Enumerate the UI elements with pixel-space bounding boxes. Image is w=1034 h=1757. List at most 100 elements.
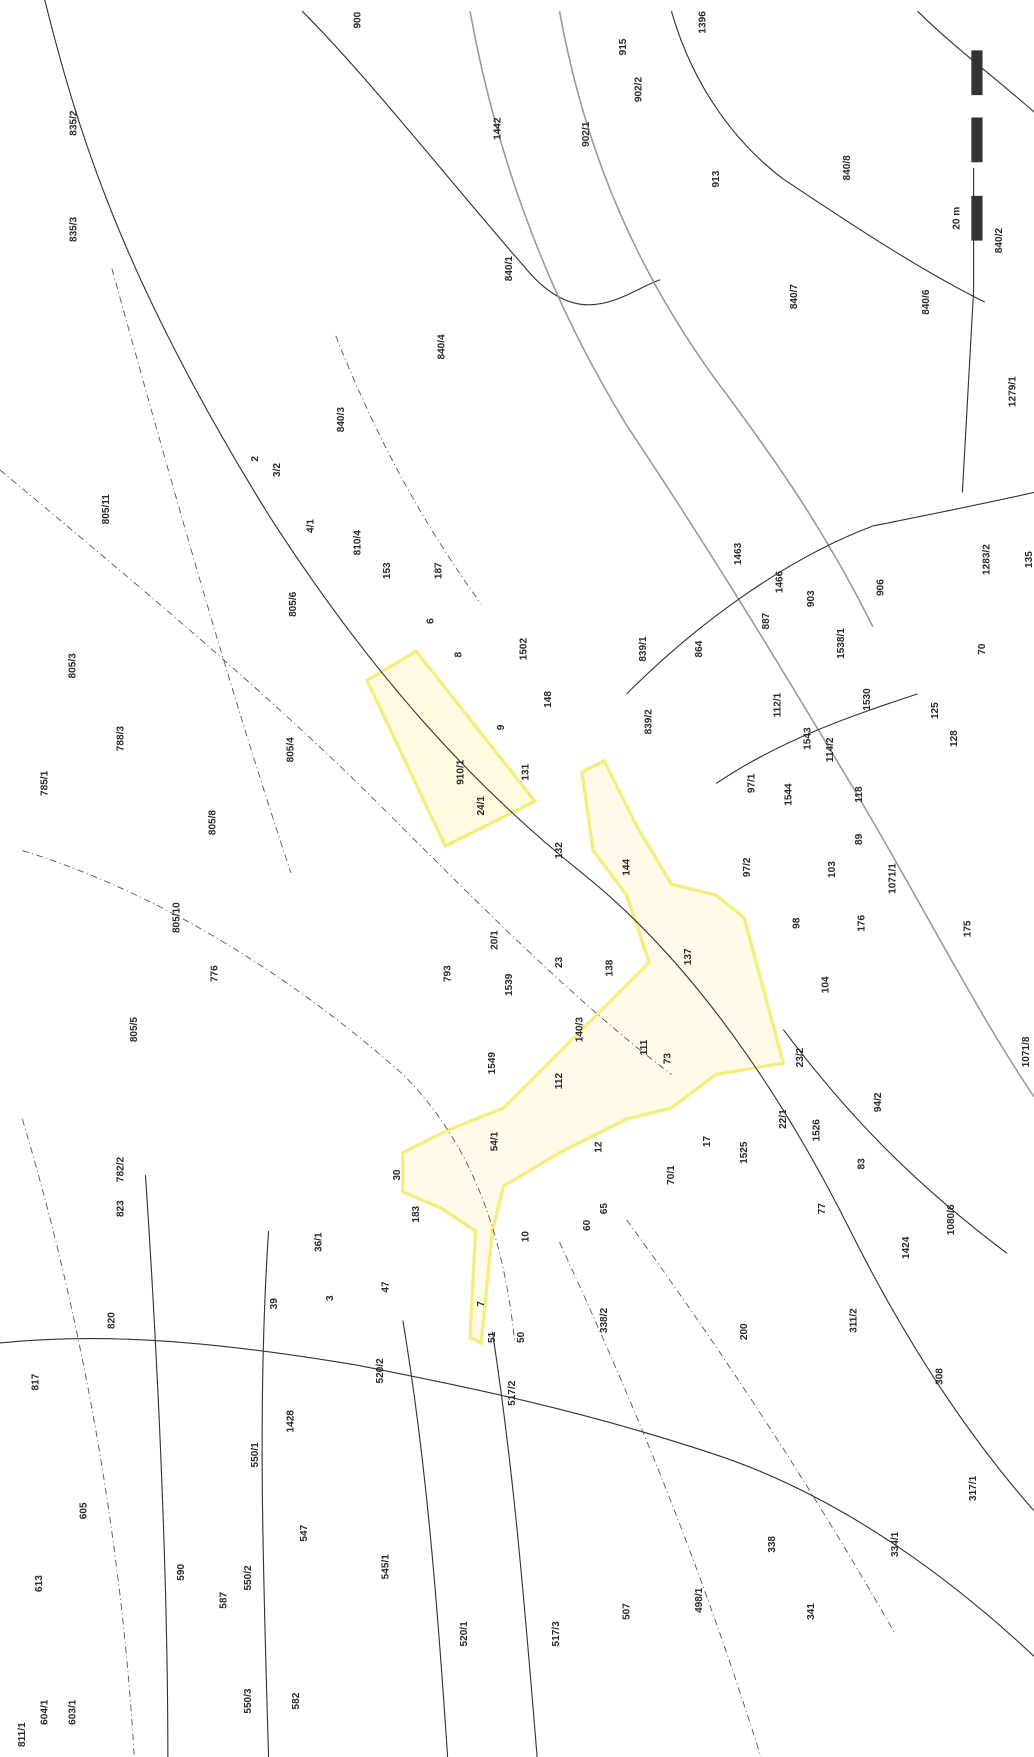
parcel-number: 3: [325, 1295, 336, 1301]
parcel-number: 788/3: [116, 726, 127, 752]
parcel-number: 605: [79, 1502, 90, 1519]
parcel-number: 308: [935, 1368, 946, 1385]
parcel-number: 65: [599, 1203, 610, 1215]
highlight-road: [401, 758, 786, 1346]
parcel-number: 1526: [812, 1119, 823, 1142]
boundary-line: [261, 1230, 270, 1757]
parcel-number: 144: [621, 859, 632, 876]
parcel-number: 1543: [803, 727, 814, 750]
parcel-number: 22/1: [778, 1109, 789, 1129]
parcel-number: 906: [875, 579, 886, 596]
dashed-line: [22, 850, 516, 1343]
parcel-number: 70/1: [666, 1165, 677, 1185]
boundary-line: [670, 11, 986, 303]
boundary-line: [782, 1029, 1008, 1254]
parcel-number: 805/4: [286, 737, 297, 763]
parcel-number: 1463: [733, 542, 744, 565]
parcel-number: 902/2: [634, 77, 645, 103]
parcel-number: 317/1: [968, 1475, 979, 1501]
parcel-number: 550/1: [250, 1442, 261, 1468]
parcel-number: 1428: [286, 1410, 297, 1433]
dashed-line: [111, 268, 292, 874]
parcel-number: 1442: [493, 117, 504, 140]
parcel-number: 839/1: [638, 636, 649, 662]
parcel-number: 603/1: [67, 1699, 78, 1725]
parcel-number: 97/2: [742, 857, 753, 877]
parcel-number: 2: [250, 456, 261, 462]
parcel-number: 811/1: [17, 1722, 28, 1747]
parcel-number: 175: [963, 920, 974, 937]
parcel-number: 114/2: [825, 737, 836, 762]
parcel-number: 900: [353, 11, 364, 28]
parcel-number: 183: [411, 1205, 422, 1222]
parcel-number: 805/3: [67, 653, 78, 679]
parcel-number: 60: [582, 1219, 593, 1231]
parcel-number: 517/3: [551, 1621, 562, 1647]
parcel-number: 1466: [775, 570, 786, 593]
parcel-number: 83: [856, 1158, 867, 1170]
parcel-number: 547: [299, 1524, 310, 1541]
parcel-number: 8: [453, 651, 464, 657]
parcel-number: 24/1: [476, 796, 487, 816]
parcel-number: 864: [694, 640, 705, 657]
boundary-line: [402, 1320, 449, 1757]
parcel-number: 1396: [697, 11, 708, 34]
parcel-number: 23: [554, 956, 565, 968]
highlighted-area: [364, 649, 786, 1346]
boundary-line: [715, 693, 918, 784]
parcel-number: 840/4: [437, 334, 448, 360]
parcel-number: 176: [856, 914, 867, 931]
parcel-number: 36/1: [314, 1232, 325, 1252]
parcel-number: 590: [176, 1564, 187, 1581]
parcel-number: 785/1: [39, 770, 50, 796]
parcel-number: 915: [618, 38, 629, 55]
parcel-number: 805/11: [101, 494, 112, 525]
parcel-number: 1502: [518, 637, 529, 660]
parcel-number: 103: [827, 861, 838, 878]
parcel-number: 98: [791, 917, 802, 929]
parcel-number: 148: [543, 691, 554, 708]
parcel-number: 12: [593, 1141, 604, 1153]
parcel-number: 112: [554, 1073, 565, 1090]
parcel-number: 30: [392, 1169, 403, 1181]
parcel-number: 51: [487, 1331, 498, 1343]
parcel-number: 70: [977, 643, 988, 655]
parcel-number: 89: [854, 833, 865, 845]
scale-bar: [971, 117, 983, 163]
parcel-number: 39: [269, 1298, 280, 1310]
parcel-number: 334/1: [890, 1531, 901, 1557]
parcel-number: 1544: [784, 783, 795, 806]
parcel-number: 9: [496, 724, 507, 730]
boundary-line: [44, 0, 1034, 1512]
parcel-number: 550/3: [243, 1688, 254, 1714]
parcel-number: 840/6: [921, 289, 932, 315]
parcel-number: 805/6: [288, 591, 299, 617]
parcel-number: 1424: [901, 1236, 912, 1259]
parcel-number: 73: [663, 1053, 674, 1065]
parcel-number: 153: [382, 562, 393, 579]
dashed-line: [21, 1118, 135, 1757]
parcel-number: 817: [30, 1373, 41, 1390]
parcel-number: 7: [476, 1301, 487, 1307]
parcel-number: 54/1: [489, 1131, 500, 1151]
parcel-number: 4/1: [306, 519, 317, 533]
road-edge: [469, 11, 1034, 1098]
parcel-number: 805/10: [171, 902, 182, 933]
parcel-number: 6: [425, 618, 436, 624]
parcel-number: 94/2: [873, 1092, 884, 1112]
parcel-number: 520/2: [375, 1358, 386, 1384]
parcel-number: 793: [442, 965, 453, 982]
parcel-number: 50: [516, 1331, 527, 1343]
parcel-number: 823: [116, 1200, 127, 1217]
parcel-number: 132: [554, 842, 565, 859]
parcel-number: 1283/2: [982, 544, 993, 575]
parcel-number: 604/1: [39, 1699, 50, 1725]
parcel-number: 118: [854, 786, 865, 803]
parcel-number: 47: [381, 1281, 392, 1293]
parcel-number: 835/2: [69, 110, 80, 136]
parcel-number: 587: [218, 1592, 229, 1609]
parcel-number: 77: [817, 1203, 828, 1215]
parcel-number: 840/3: [336, 407, 347, 433]
